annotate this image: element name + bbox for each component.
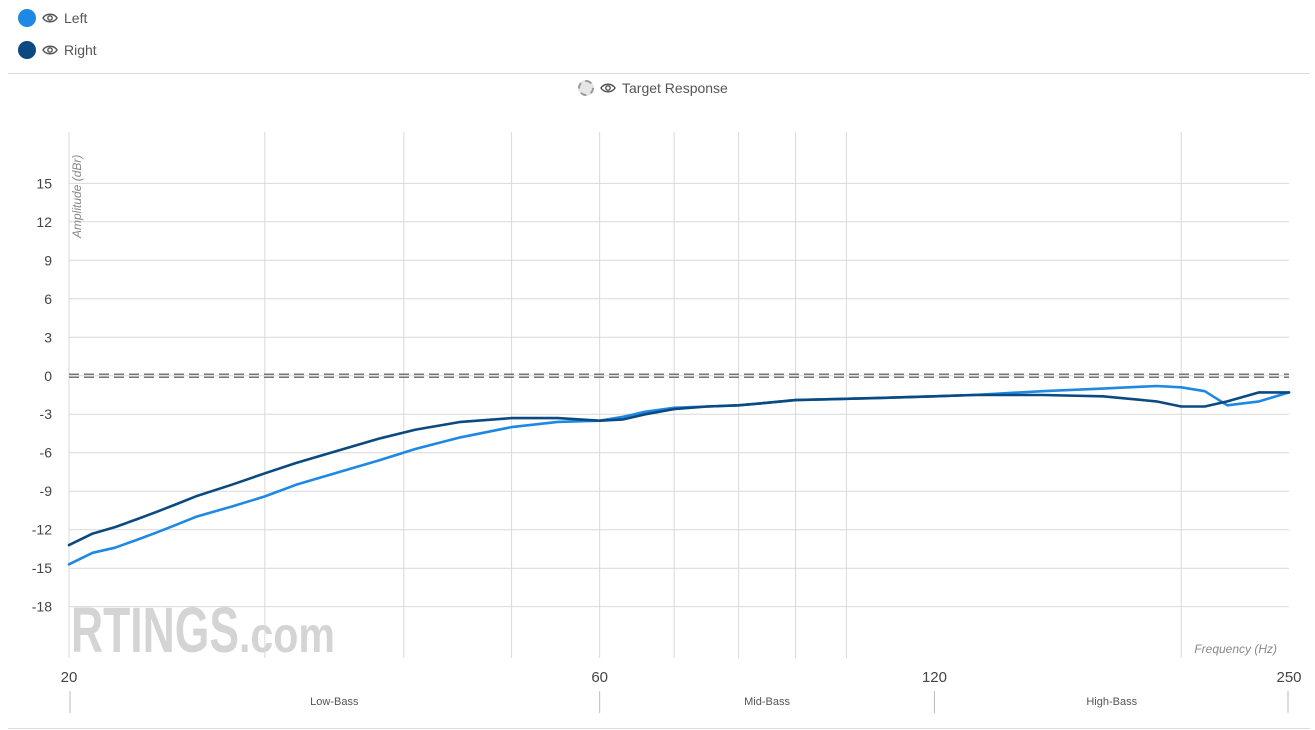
y-axis-title: Amplitude (dBr) (70, 155, 84, 239)
series-line-right (67, 391, 1291, 547)
x-tick-label: 60 (591, 669, 608, 686)
x-tick-label: 20 (61, 669, 78, 686)
target-series-swatch (578, 80, 594, 96)
legend-label-right: Right (64, 42, 97, 58)
y-tick-label: 6 (44, 291, 52, 307)
legend-divider (8, 73, 1310, 74)
y-tick-label: 12 (36, 214, 52, 230)
x-axis-title: Frequency (Hz) (1194, 642, 1277, 656)
y-tick-label: -6 (40, 445, 53, 461)
watermark-logo: RTINGS (71, 594, 239, 666)
legend-item-right[interactable]: Right (18, 41, 97, 59)
left-series-swatch (18, 9, 36, 27)
y-tick-label: 9 (44, 252, 52, 268)
eye-icon[interactable] (42, 44, 58, 56)
legend-item-target[interactable]: Target Response (578, 80, 728, 96)
eye-icon[interactable] (600, 82, 616, 94)
bottom-divider (8, 728, 1310, 729)
legend-label-left: Left (64, 10, 88, 26)
right-series-swatch (18, 41, 36, 59)
series-line-left (67, 384, 1291, 566)
y-tick-label: -18 (32, 599, 52, 615)
x-tick-label: 250 (1276, 669, 1301, 686)
eye-icon[interactable] (42, 12, 58, 24)
x-tick-label: 120 (922, 669, 947, 686)
band-label: Mid-Bass (744, 696, 790, 708)
band-label: High-Bass (1086, 696, 1137, 708)
legend-item-left[interactable]: Left (18, 9, 87, 27)
legend-label-target: Target Response (622, 80, 728, 96)
y-tick-label: 3 (44, 329, 52, 345)
y-tick-label: 0 (44, 368, 52, 384)
watermark-suffix: .com (239, 607, 335, 663)
y-tick-label: -3 (40, 406, 53, 422)
watermark-brand: RTINGS (71, 594, 239, 666)
y-tick-label: 15 (36, 175, 52, 191)
y-tick-label: -9 (40, 483, 53, 499)
y-tick-label: -15 (32, 560, 52, 576)
y-tick-label: -12 (32, 522, 52, 538)
band-label: Low-Bass (310, 696, 359, 708)
